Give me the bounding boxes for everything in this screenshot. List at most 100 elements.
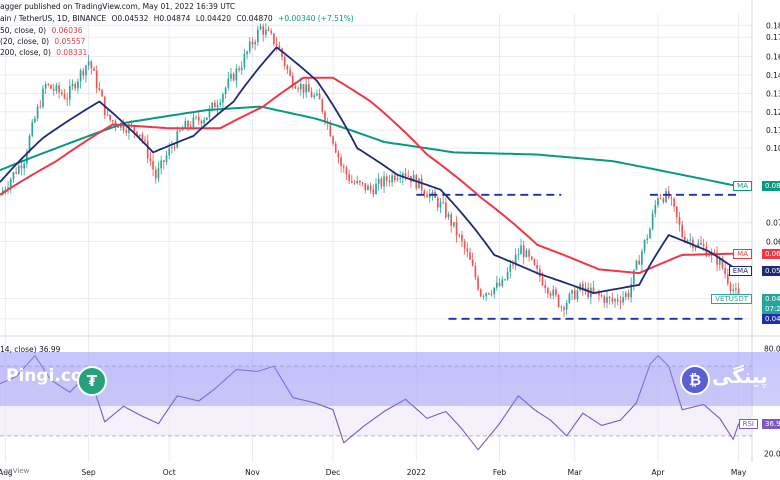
time-tick-label: 2022 [407,468,426,477]
candle-body [426,194,428,198]
candle-body [203,119,205,124]
candle-body [50,84,52,89]
candle-body [659,198,662,199]
tradingview-watermark: agView [4,467,30,475]
candle-body [154,169,157,179]
candle-body [654,204,657,214]
candle-body [117,125,120,128]
candle-body [36,106,39,119]
candle-body [469,251,471,260]
candle-body [479,289,482,297]
candle-body [20,165,23,169]
ema20-line [0,46,740,294]
candle-body [273,33,275,45]
candle-body [262,26,265,35]
candle-body [278,45,281,49]
candle-body [487,292,490,295]
candle-body [109,114,111,121]
candle-body [702,244,705,247]
candle-body [721,258,724,269]
rsi-tag-label: RSI [738,418,758,429]
candle-body [205,117,208,120]
candle-body [267,29,270,31]
candle-body [39,106,42,108]
candle-body [111,120,114,122]
candle-body [442,202,444,204]
candle-body [136,131,138,137]
candle-body [77,81,79,89]
candle-body [286,65,289,70]
candle-body [345,167,348,175]
candle-body [90,61,93,69]
candle-body [334,143,337,153]
legend-ma200-value: 0.08331 [56,48,88,57]
candle-body [662,198,665,203]
candle-body [630,284,632,298]
time-tick-label: Aug [0,468,13,477]
candle-body [614,299,616,302]
candle-body [63,94,66,99]
candle-body [444,202,447,218]
bitcoin-coin-icon: ₿ [680,365,710,395]
candle-body [227,78,230,88]
candle-body [632,269,635,285]
candle-body [520,245,522,255]
legend-ema20-value: 0.05557 [54,37,86,46]
candle-body [356,180,359,184]
candle-body [517,254,520,256]
candle-body [466,248,469,252]
candle-body [9,179,12,188]
candle-body [299,84,302,90]
legend-ma50-label: 50, close, 0) [0,26,47,35]
candle-body [726,274,729,284]
legend-ma200[interactable]: 200, close, 0) 0.08331 [0,48,87,57]
candle-body [157,168,160,179]
candle-body [152,161,154,170]
candle-body [533,259,536,266]
candle-body [418,178,420,189]
time-tick-label: Sep [82,468,96,477]
candle-body [646,238,649,240]
time-tick-label: Oct [163,468,176,477]
candle-body [34,118,36,123]
candle-body [125,130,128,133]
legend-ema20[interactable]: (20, close, 0) 0.05557 [0,37,85,46]
legend-ma200-label: 200, close, 0) [0,48,51,57]
price-tag-value: 07:2 [762,304,780,315]
candle-body [82,70,85,76]
candle-body [71,83,74,86]
candle-body [216,104,219,108]
candle-body [184,121,187,128]
candle-body [649,228,651,239]
candle-body [291,75,294,87]
candle-body [55,85,58,91]
candle-body [259,26,262,30]
candle-body [297,88,299,90]
candle-body [681,224,684,237]
candle-body [275,44,278,46]
candle-body [350,180,353,183]
candle-body [584,287,587,290]
candle-body [600,295,603,297]
ohlc-low: L0.04420 [195,14,232,23]
candle-body [47,84,50,85]
candle-body [627,292,630,298]
price-tag-label: EMA [728,265,752,276]
candle-body [474,265,477,278]
candle-body [375,183,377,195]
price-tick-label: 0.12 [766,108,780,117]
candle-body [718,258,721,265]
candle-body [528,250,530,257]
candle-body [458,234,461,236]
price-tick-label: 0.06 [766,237,780,246]
legend-ma50[interactable]: 50, close, 0) 0.06036 [0,26,83,35]
candle-body [404,173,407,176]
legend-rsi[interactable]: 14, close) 36.99 [0,345,60,354]
candle-body [450,214,453,226]
candle-body [68,85,71,100]
candle-body [208,108,211,118]
candle-body [224,87,227,95]
candle-body [439,202,442,208]
ohlc-open: O0.04532 [111,14,149,23]
